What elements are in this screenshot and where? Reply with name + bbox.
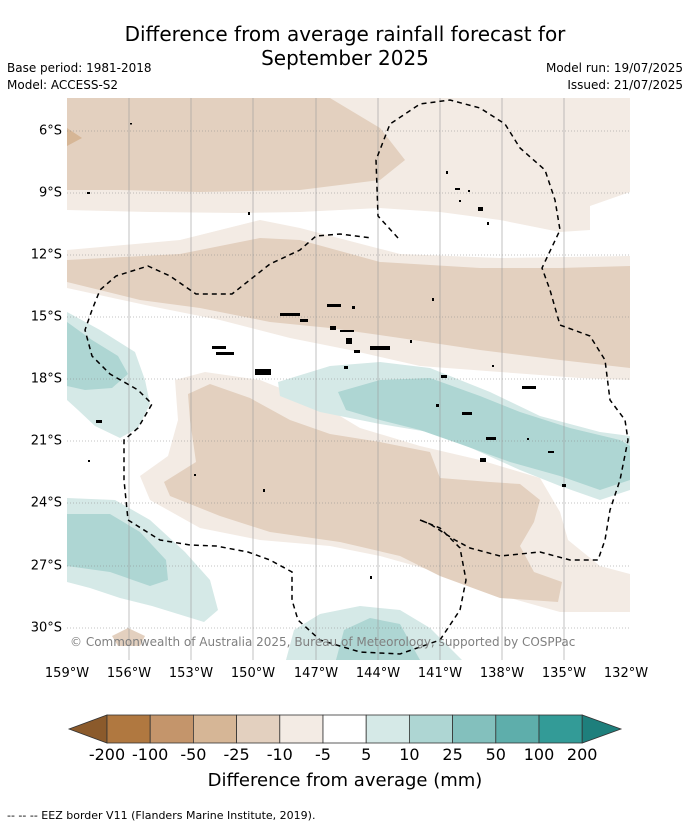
map-area: © Commonwealth of Australia 2025, Bureau… [67, 98, 630, 660]
longitude-label: 144°W [355, 666, 401, 681]
dry-spot-north-west [67, 128, 82, 146]
colorbar-cell [106, 714, 151, 744]
colorbar-extend-high [581, 714, 623, 744]
wet-band-central [338, 378, 630, 490]
colorbar-extend-low [67, 714, 108, 744]
latitude-label: 24°S [30, 495, 62, 511]
eez-border [84, 99, 629, 655]
wet-patch-west [67, 322, 128, 390]
colorbar-tick-label: 25 [442, 745, 463, 764]
title-line-2: September 2025 [261, 46, 429, 70]
longitude-label: 135°W [541, 666, 587, 681]
latitude-label: 18°S [30, 371, 62, 387]
colorbar-cell [279, 714, 324, 744]
meta-left: Base period: 1981-2018 Model: ACCESS-S2 [7, 60, 152, 94]
latitude-label: 30°S [30, 620, 62, 636]
colorbar [67, 714, 623, 744]
issued-date: Issued: 21/07/2025 [567, 78, 683, 92]
dry-region-south [164, 384, 562, 602]
colorbar-tick-label: -50 [180, 745, 207, 764]
longitude-label: 153°W [168, 666, 214, 681]
base-period: Base period: 1981-2018 [7, 61, 152, 75]
colorbar-cell [365, 714, 410, 744]
colorbar-tick-label: 100 [523, 745, 555, 764]
dry-patch-south [112, 628, 145, 646]
dry-band-central [67, 238, 630, 368]
copyright-notice: © Commonwealth of Australia 2025, Bureau… [70, 635, 575, 649]
colorbar-tick-label: -100 [132, 745, 169, 764]
eez-legend: -- -- -- EEZ border V11 (Flanders Marine… [7, 809, 316, 822]
colorbar-cell [495, 714, 540, 744]
colorbar-tick-label: 5 [361, 745, 372, 764]
latitude-label: 6°S [38, 123, 62, 139]
colorbar-title: Difference from average (mm) [207, 770, 483, 791]
latitude-label: 12°S [30, 247, 62, 263]
colorbar-cell [322, 714, 367, 744]
colorbar-tick-label: -5 [315, 745, 331, 764]
colorbar-cell [408, 714, 453, 744]
longitude-label: 150°W [230, 666, 276, 681]
colorbar-tick-label: 200 [566, 745, 598, 764]
colorbar-tick-label: -25 [223, 745, 250, 764]
colorbar-tick-label: 50 [485, 745, 506, 764]
latitude-label: 27°S [30, 558, 62, 574]
longitude-label: 156°W [106, 666, 152, 681]
colorbar-tick-label: -200 [88, 745, 126, 764]
model-name: Model: ACCESS-S2 [7, 78, 119, 92]
latitude-label: 21°S [30, 433, 62, 449]
colorbar-cell [236, 714, 281, 744]
longitude-label: 138°W [479, 666, 525, 681]
longitude-label: 132°W [603, 666, 649, 681]
longitude-label: 141°W [417, 666, 463, 681]
islands [87, 123, 566, 579]
wet-patch-southwest [67, 514, 168, 586]
title-line-1: Difference from average rainfall forecas… [124, 22, 566, 46]
colorbar-cell [149, 714, 194, 744]
colorbar-cell [192, 714, 237, 744]
map-gridlines [67, 130, 630, 629]
model-run: Model run: 19/07/2025 [545, 61, 683, 75]
map-title: Difference from average rainfall forecas… [0, 22, 690, 70]
longitude-label: 159°W [44, 666, 90, 681]
longitude-label: 147°W [293, 666, 339, 681]
latitude-label: 15°S [30, 309, 62, 325]
map-meridians [128, 98, 565, 660]
colorbar-tick-label: 10 [399, 745, 420, 764]
colorbar-cell [538, 714, 583, 744]
colorbar-tick-label: -10 [266, 745, 293, 764]
dry-band-north [67, 98, 405, 192]
colorbar-cell [452, 714, 497, 744]
latitude-label: 9°S [38, 185, 62, 201]
meta-right: Model run: 19/07/2025 Issued: 21/07/2025 [546, 60, 683, 94]
